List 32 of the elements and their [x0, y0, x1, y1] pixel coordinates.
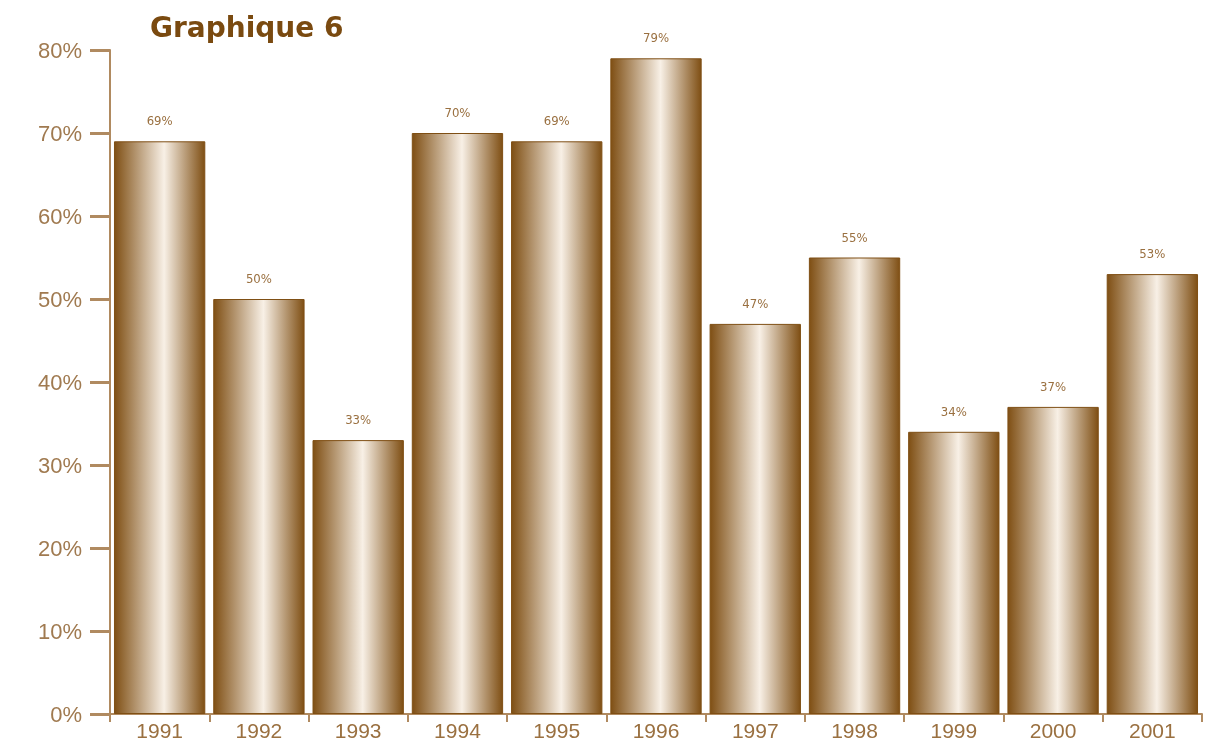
y-tick-label: 20%	[37, 535, 82, 561]
data-label: 69%	[146, 113, 173, 129]
x-tick-label: 1995	[533, 719, 581, 742]
x-tick-label: 1999	[930, 719, 978, 742]
data-label: 34%	[940, 403, 967, 419]
x-tick-label: 2000	[1029, 719, 1077, 742]
x-tick-label: 1992	[235, 719, 283, 742]
data-label: 33%	[345, 412, 372, 428]
y-tick-label: 70%	[37, 120, 82, 146]
data-label: 50%	[245, 271, 272, 286]
data-label: 53%	[1139, 246, 1166, 262]
x-tick-label: 1998	[831, 719, 878, 742]
y-tick-label: 0%	[50, 701, 82, 727]
x-tick-label: 2001	[1129, 719, 1176, 742]
x-tick-label: 1991	[136, 719, 183, 742]
data-label: 37%	[1040, 378, 1067, 394]
y-tick-label: 30%	[37, 452, 82, 478]
chart-title: Graphique 6	[150, 10, 344, 44]
y-tick-label: 40%	[37, 369, 82, 395]
data-label: 79%	[643, 30, 669, 46]
data-label: 55%	[841, 229, 868, 245]
x-tick-label: 1993	[334, 719, 382, 742]
x-tick-label: 1994	[434, 719, 482, 742]
x-tick-label: 1997	[731, 719, 779, 742]
y-tick-label: 60%	[37, 203, 82, 229]
y-tick-label: 50%	[37, 286, 82, 312]
x-tick-label: 1996	[632, 719, 680, 742]
y-tick-label: 80%	[37, 37, 82, 63]
data-label: 47%	[742, 295, 769, 311]
data-label: 69%	[543, 113, 570, 129]
y-tick-label: 10%	[37, 618, 82, 644]
data-label: 70%	[444, 105, 471, 120]
